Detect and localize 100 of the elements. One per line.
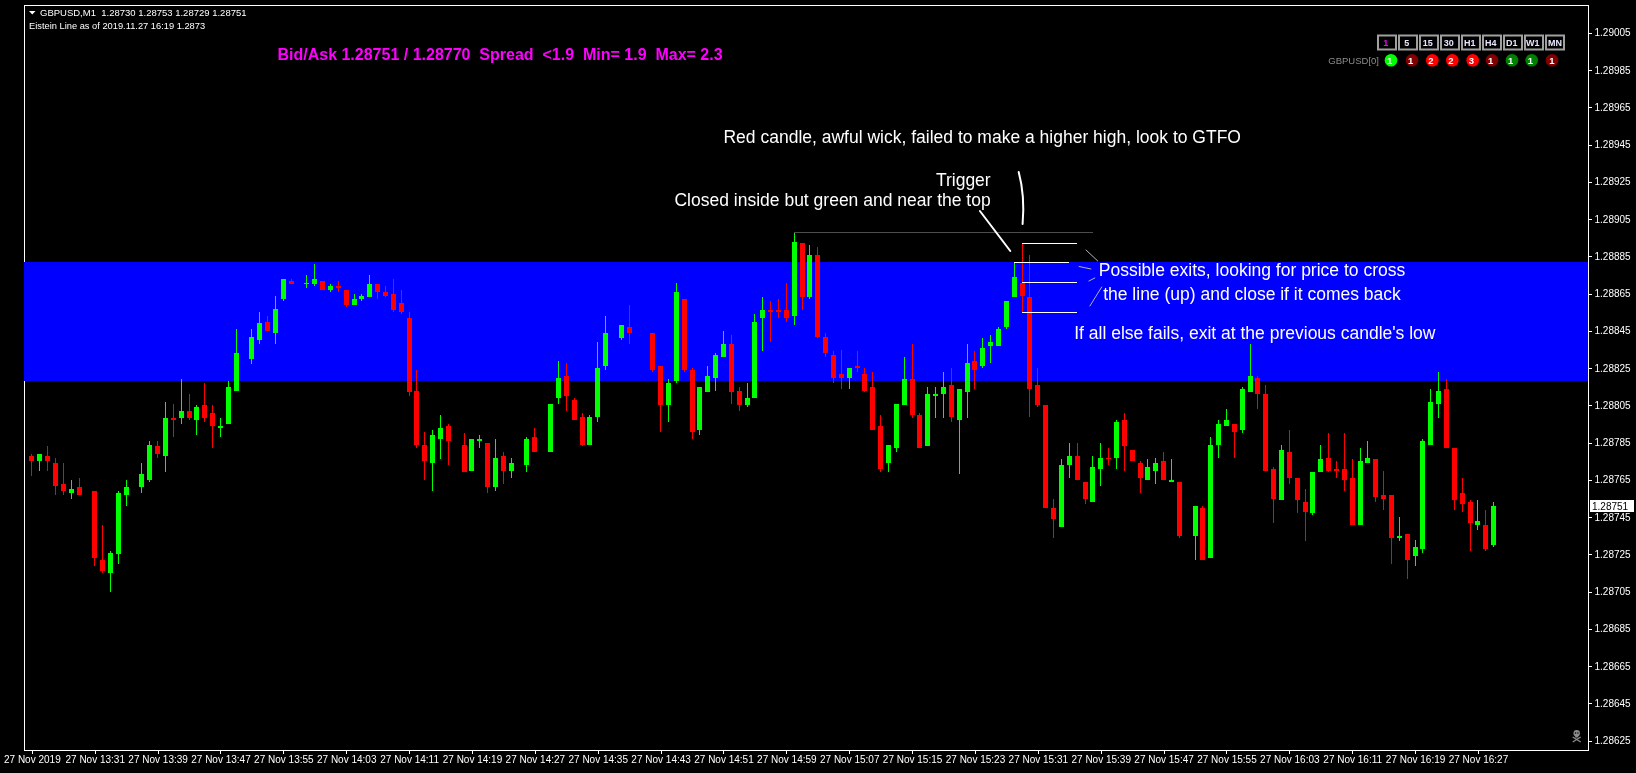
candlestick — [249, 328, 255, 365]
candlestick — [555, 360, 561, 405]
candlestick — [170, 403, 176, 438]
candlestick — [60, 462, 66, 496]
y-tick-label: 1.28765 — [1594, 474, 1632, 486]
x-tick-label: 27 Nov 14:03 — [316, 753, 377, 765]
annotation: GBPUSD[0] — [1328, 54, 1379, 66]
y-tick-label: 1.28785 — [1594, 437, 1632, 449]
candlestick — [1011, 261, 1017, 298]
candlestick — [1436, 371, 1442, 419]
candlestick — [941, 371, 947, 419]
candlestick — [1019, 242, 1025, 313]
x-tick-label: 27 Nov 13:31 — [65, 753, 126, 765]
candlestick — [123, 479, 129, 507]
candlestick — [1161, 451, 1167, 481]
x-tick-label: 27 Nov 15:23 — [945, 753, 1006, 765]
candlestick — [1098, 442, 1104, 487]
candlestick — [862, 367, 868, 393]
text: Eistein Line as of 2019.11.27 16:19 1.2873 — [29, 20, 206, 31]
candlestick — [1231, 423, 1237, 459]
x-tick-label: 27 Nov 14:35 — [568, 753, 629, 765]
y-tick-label: 1.28885 — [1594, 250, 1632, 262]
x-tick-label: 27 Nov 16:11 — [1323, 753, 1383, 765]
candlestick — [846, 367, 852, 390]
y-tick-label: 1.28705 — [1594, 586, 1632, 598]
annotation: Red candle, awful wick, failed to make a higher high, look to GTFO — [723, 127, 1241, 148]
y-tick-label: 1.28685 — [1594, 623, 1632, 635]
candlestick — [100, 524, 106, 574]
candlestick — [139, 462, 145, 494]
y-tick-label: 1.28805 — [1594, 399, 1632, 411]
candlestick — [720, 330, 726, 358]
candlestick — [1168, 458, 1174, 483]
x-tick-label: 27 Nov 2019 — [4, 753, 62, 765]
candlestick — [838, 349, 844, 390]
y-tick-label: 1.28625 — [1594, 735, 1632, 747]
y-tick-label: 1.28725 — [1594, 548, 1632, 560]
candlestick — [1318, 444, 1324, 473]
candlestick — [831, 350, 837, 384]
text: 1 1 2 2 3 1 1 1 1 — [1387, 54, 1555, 66]
candlestick — [1467, 499, 1473, 552]
x-tick-label: 27 Nov 14:27 — [505, 753, 566, 765]
y-tick-label: 1.28665 — [1594, 660, 1632, 672]
candlestick — [52, 457, 58, 496]
candlestick — [186, 393, 192, 421]
candlestick — [1137, 460, 1143, 494]
x-tick-label: 27 Nov 15:39 — [1071, 753, 1132, 765]
text: 1.28751 — [1592, 500, 1629, 512]
candlestick — [563, 362, 569, 412]
x-tick-label: 27 Nov 13:55 — [254, 753, 315, 765]
candlestick — [500, 451, 506, 485]
candlestick — [980, 337, 986, 369]
candlestick — [107, 550, 113, 593]
candlestick — [1475, 499, 1481, 531]
x-tick-label: 27 Nov 15:31 — [1008, 753, 1069, 765]
candlestick — [76, 477, 82, 496]
y-tick-label: 1.29005 — [1594, 27, 1632, 39]
candlestick — [445, 423, 451, 466]
x-tick-label: 27 Nov 15:15 — [882, 753, 943, 765]
y-tick-label: 1.28825 — [1594, 362, 1632, 374]
candlestick — [744, 382, 750, 408]
candlestick — [705, 365, 711, 393]
annotation: Trigger Closed inside but green and near the top — [674, 170, 991, 211]
candlestick — [210, 404, 216, 449]
x-tick-label: 27 Nov 16:27 — [1448, 753, 1509, 765]
annotation: Possible exits, looking for price to cross the line (up) and close if it comes back — [1098, 260, 1406, 305]
candlestick — [1459, 477, 1465, 513]
candlestick — [508, 457, 514, 479]
x-tick-label: 27 Nov 14:11 — [380, 753, 440, 765]
candlestick — [823, 332, 829, 358]
y-tick-label: 1.28645 — [1594, 697, 1632, 709]
x-tick-label: 27 Nov 14:19 — [442, 753, 503, 765]
x-tick-label: 27 Nov 16:19 — [1385, 753, 1446, 765]
candlestick — [194, 404, 200, 436]
x-tick-label: 27 Nov 15:47 — [1134, 753, 1195, 765]
candlestick — [1294, 477, 1300, 514]
candlestick — [1066, 442, 1072, 479]
candlestick — [257, 311, 263, 345]
candlestick — [1153, 457, 1159, 485]
x-tick-label: 27 Nov 15:07 — [819, 753, 880, 765]
x-tick-label: 27 Nov 15:55 — [1197, 753, 1258, 765]
candlestick — [886, 444, 892, 473]
candlestick — [1341, 432, 1347, 492]
candlestick — [768, 300, 774, 343]
annotation: If all else fails, exit at the previous candle's low — [1074, 323, 1436, 344]
candlestick — [1326, 432, 1332, 473]
candlestick — [1247, 343, 1253, 393]
candlestick — [996, 326, 1002, 347]
candlestick — [1255, 375, 1261, 410]
y-tick-label: 1.28965 — [1594, 101, 1632, 113]
candlestick — [736, 386, 742, 412]
candlestick — [626, 304, 632, 345]
y-tick-label: 1.28945 — [1594, 139, 1632, 151]
candlestick — [1381, 470, 1387, 511]
x-tick-label: 27 Nov 16:03 — [1260, 753, 1321, 765]
candlestick — [438, 414, 444, 460]
candlestick — [202, 382, 208, 423]
y-tick-label: 1.28925 — [1594, 176, 1632, 188]
candlestick — [665, 378, 671, 423]
candlestick — [854, 350, 860, 373]
candlestick — [972, 350, 978, 390]
